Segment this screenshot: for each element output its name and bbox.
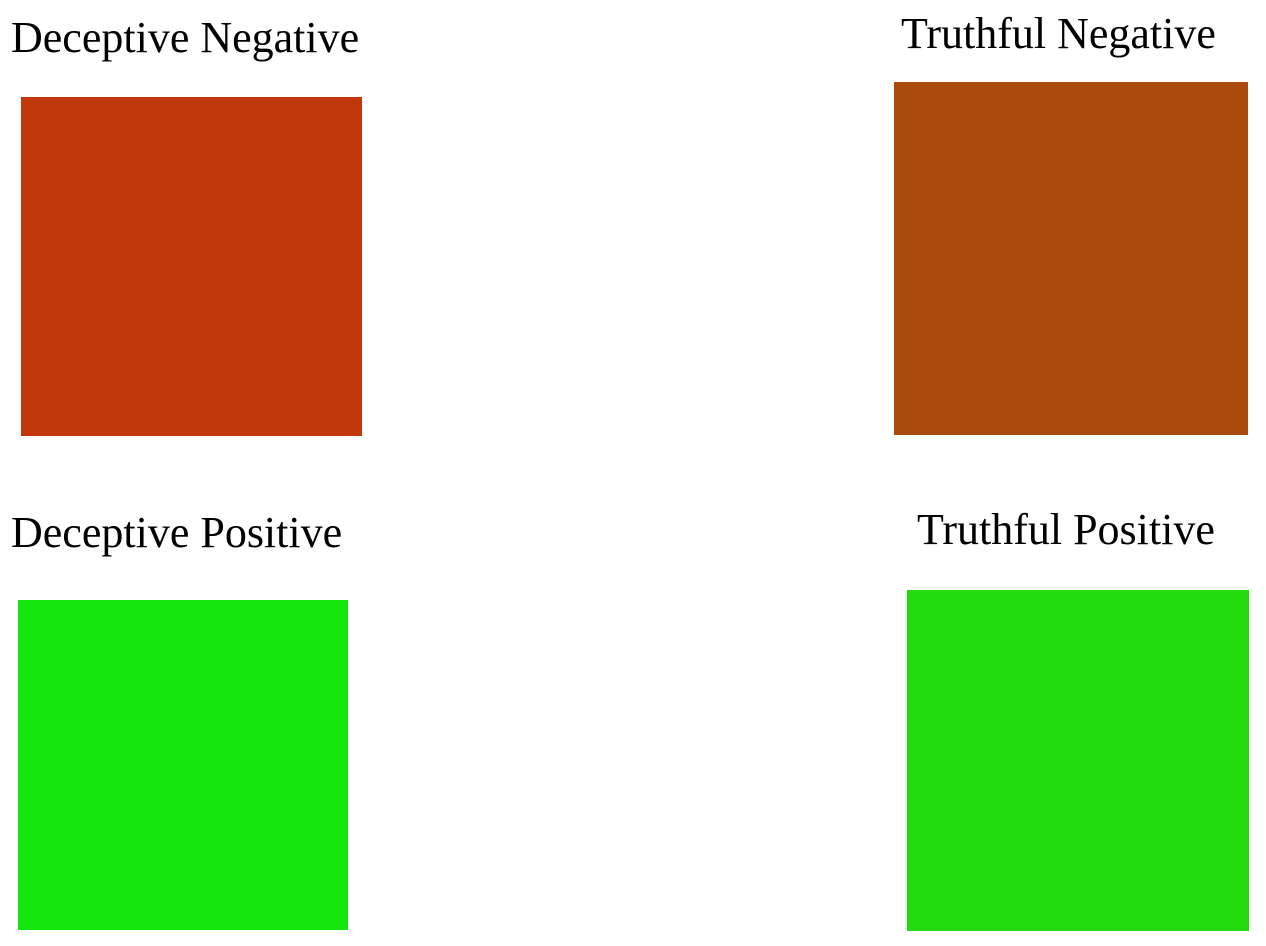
truthful-positive-swatch — [907, 590, 1249, 931]
deceptive-positive-swatch — [18, 600, 348, 930]
deceptive-negative-label: Deceptive Negative — [11, 13, 360, 62]
deceptive-positive-label: Deceptive Positive — [11, 508, 343, 557]
deceptive-negative-swatch — [21, 97, 362, 436]
truthful-negative-label: Truthful Negative — [901, 9, 1216, 58]
truthful-negative-swatch — [894, 82, 1248, 435]
truthful-positive-label: Truthful Positive — [917, 505, 1215, 554]
